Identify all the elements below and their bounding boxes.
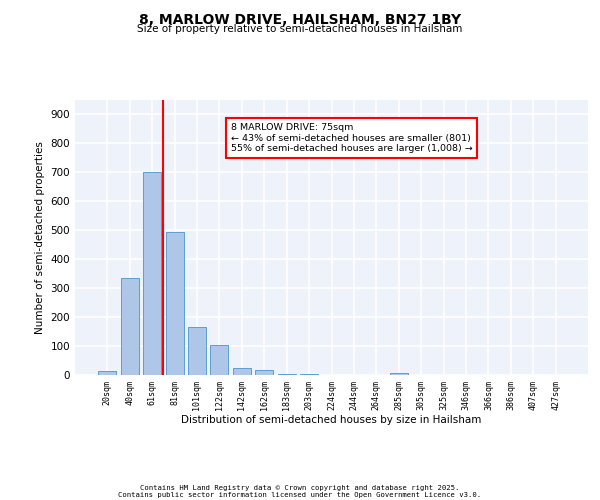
- X-axis label: Distribution of semi-detached houses by size in Hailsham: Distribution of semi-detached houses by …: [181, 416, 482, 426]
- Y-axis label: Number of semi-detached properties: Number of semi-detached properties: [35, 141, 45, 334]
- Bar: [121, 278, 139, 375]
- Bar: [233, 368, 251, 375]
- Bar: [390, 372, 408, 375]
- Bar: [300, 374, 318, 375]
- Bar: [255, 370, 273, 375]
- Bar: [278, 374, 296, 375]
- Bar: [166, 232, 184, 375]
- Text: Contains public sector information licensed under the Open Government Licence v3: Contains public sector information licen…: [118, 492, 482, 498]
- Text: Size of property relative to semi-detached houses in Hailsham: Size of property relative to semi-detach…: [137, 24, 463, 34]
- Text: 8 MARLOW DRIVE: 75sqm
← 43% of semi-detached houses are smaller (801)
55% of sem: 8 MARLOW DRIVE: 75sqm ← 43% of semi-deta…: [230, 123, 472, 153]
- Bar: [211, 344, 229, 375]
- Bar: [188, 327, 206, 375]
- Text: 8, MARLOW DRIVE, HAILSHAM, BN27 1BY: 8, MARLOW DRIVE, HAILSHAM, BN27 1BY: [139, 12, 461, 26]
- Text: Contains HM Land Registry data © Crown copyright and database right 2025.: Contains HM Land Registry data © Crown c…: [140, 485, 460, 491]
- Bar: [143, 172, 161, 375]
- Bar: [98, 370, 116, 375]
